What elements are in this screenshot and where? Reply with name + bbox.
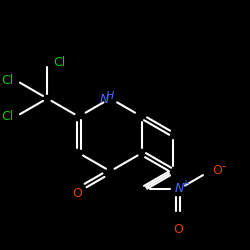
Text: N: N: [100, 93, 109, 106]
Text: +: +: [181, 178, 189, 188]
Text: H: H: [106, 92, 114, 102]
Text: Cl: Cl: [53, 56, 66, 68]
Text: Cl: Cl: [2, 110, 14, 123]
Text: -: -: [221, 160, 226, 173]
Text: N: N: [174, 182, 184, 195]
Text: O: O: [213, 164, 222, 177]
Text: Cl: Cl: [2, 74, 14, 87]
Text: O: O: [173, 222, 183, 235]
Text: O: O: [72, 187, 82, 200]
